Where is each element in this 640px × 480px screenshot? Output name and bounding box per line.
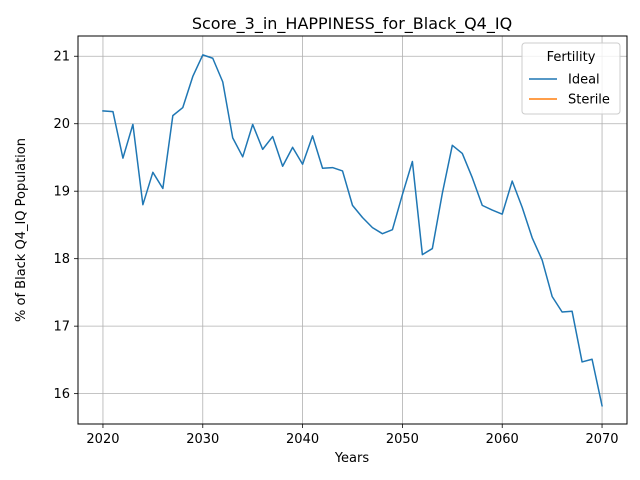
x-tick-label: 2070 bbox=[585, 432, 618, 447]
y-tick-label: 19 bbox=[53, 185, 70, 200]
x-tick-label: 2030 bbox=[186, 432, 219, 447]
x-tick-label: 2020 bbox=[86, 432, 119, 447]
y-tick-label: 18 bbox=[53, 252, 70, 267]
x-tick-label: 2060 bbox=[486, 432, 519, 447]
y-tick-label: 16 bbox=[53, 387, 70, 402]
x-tick-label: 2040 bbox=[286, 432, 319, 447]
legend-label-sterile: Sterile bbox=[568, 93, 610, 108]
legend-label-ideal: Ideal bbox=[568, 73, 600, 88]
legend: Fertility Ideal Sterile bbox=[522, 43, 620, 114]
y-tick-label: 21 bbox=[53, 50, 70, 65]
x-tick-label: 2050 bbox=[386, 432, 419, 447]
y-axis-label: % of Black Q4_IQ Population bbox=[14, 138, 29, 322]
y-tick-label: 20 bbox=[53, 117, 70, 132]
y-tick-label: 17 bbox=[53, 320, 70, 335]
legend-title: Fertility bbox=[547, 50, 596, 65]
x-axis-label: Years bbox=[334, 451, 370, 466]
chart-title: Score_3_in_HAPPINESS_for_Black_Q4_IQ bbox=[192, 14, 512, 34]
